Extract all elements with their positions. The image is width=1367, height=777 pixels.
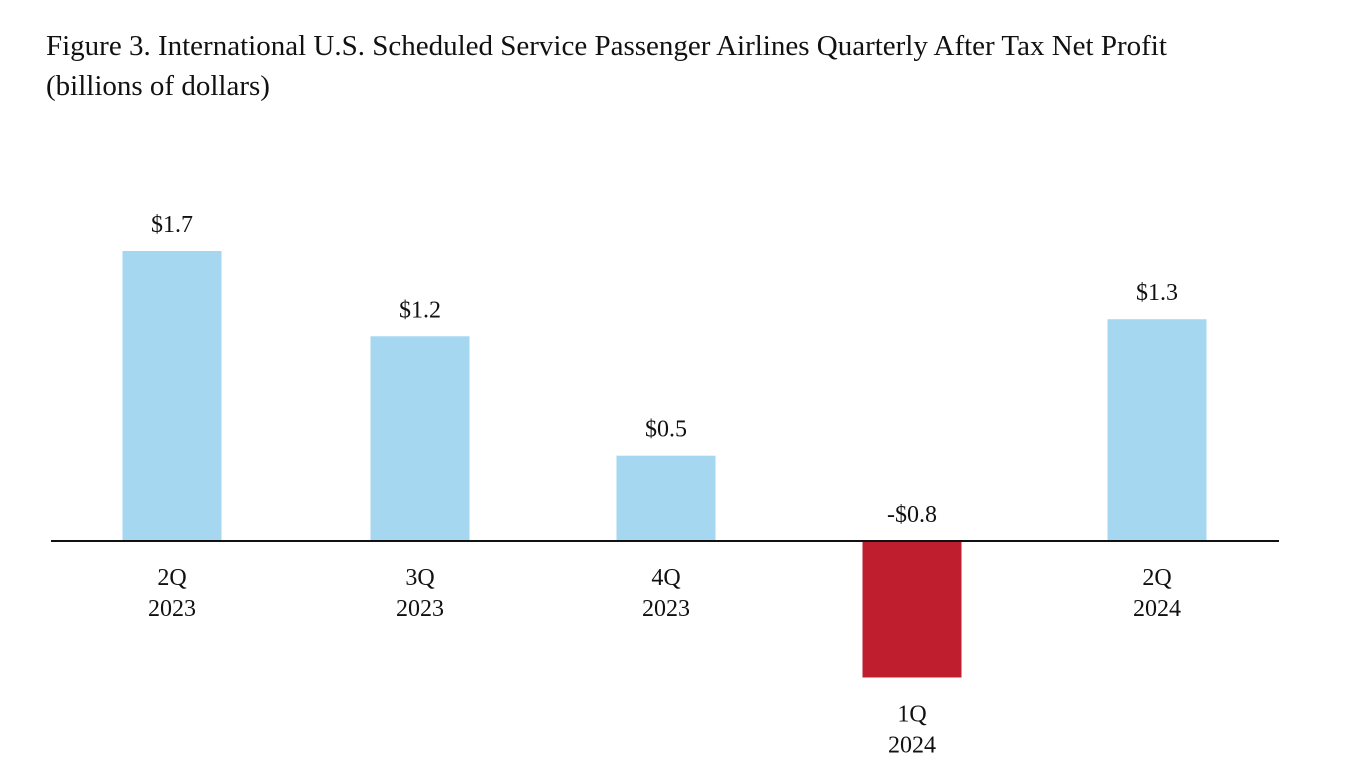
chart-subtitle: (billions of dollars) — [46, 70, 270, 102]
category-label-1q-2024-line-2: 2024 — [888, 732, 936, 758]
chart-title: Figure 3. International U.S. Scheduled S… — [46, 30, 1167, 62]
bar-2q-2023 — [122, 250, 222, 542]
category-label-1q-2024-line-1: 1Q — [897, 701, 926, 727]
value-label-4q-2023: $0.5 — [645, 417, 687, 443]
bar-4q-2023 — [616, 455, 716, 541]
value-label-3q-2023: $1.2 — [399, 297, 441, 323]
category-label-2q-2023-line-1: 2Q — [157, 565, 186, 591]
bar-2q-2024 — [1107, 319, 1207, 541]
category-label-2q-2024-line-1: 2Q — [1142, 565, 1171, 591]
value-label-1q-2024: -$0.8 — [887, 502, 937, 528]
category-label-2q-2024-line-2: 2024 — [1133, 596, 1181, 622]
bar-1q-2024 — [862, 541, 962, 678]
category-label-3q-2023-line-2: 2023 — [396, 596, 444, 622]
category-label-4q-2023-line-1: 4Q — [651, 565, 680, 591]
value-label-2q-2024: $1.3 — [1136, 280, 1178, 306]
bar-3q-2023 — [370, 336, 470, 541]
value-label-2q-2023: $1.7 — [151, 212, 193, 238]
category-label-2q-2023-line-2: 2023 — [148, 596, 196, 622]
chart-title-block: Figure 3. International U.S. Scheduled S… — [46, 26, 1356, 106]
category-label-3q-2023-line-1: 3Q — [405, 565, 434, 591]
category-label-4q-2023-line-2: 2023 — [642, 596, 690, 622]
